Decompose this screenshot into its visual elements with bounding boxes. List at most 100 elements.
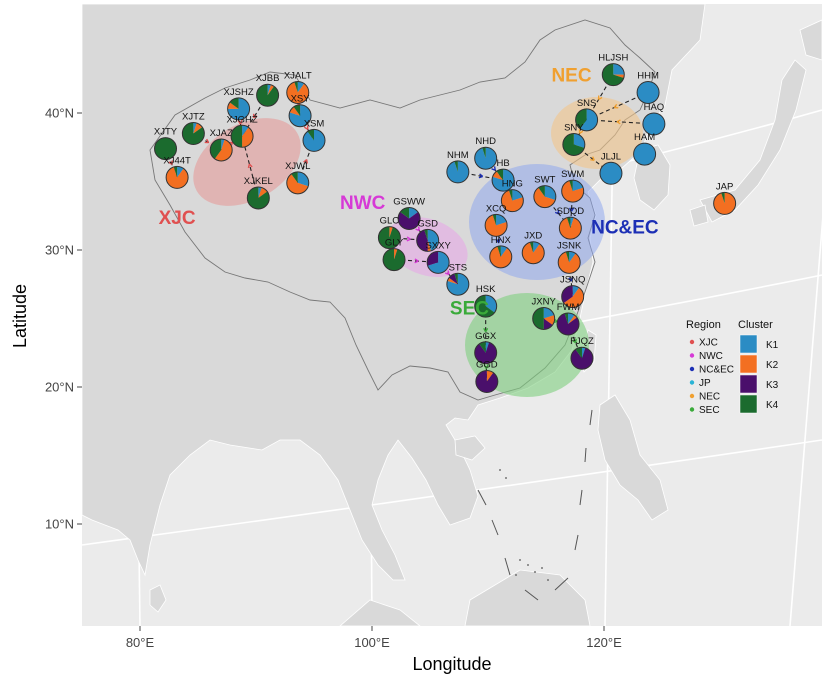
pie-slice-k3 bbox=[557, 313, 580, 335]
site-label: JSNK bbox=[557, 240, 582, 251]
legend-region-ncec: NC&EC bbox=[689, 365, 734, 376]
site-pie-jljl: JLJL bbox=[599, 151, 623, 185]
pie-slice-k4 bbox=[564, 312, 569, 324]
pie-slice-k4 bbox=[566, 217, 571, 229]
site-label: HB bbox=[496, 158, 509, 169]
pie-slice-k1 bbox=[289, 104, 312, 127]
pie-slice-k4 bbox=[424, 229, 428, 241]
pie-slice-k1 bbox=[446, 273, 469, 296]
pie-slice-k4 bbox=[721, 192, 725, 204]
japan bbox=[699, 59, 807, 223]
svg-text:NWC: NWC bbox=[699, 351, 723, 362]
region-labels: XJC NWC NC&EC NEC SEC bbox=[159, 65, 659, 319]
pie-slice-k1 bbox=[642, 112, 665, 135]
pie-slice-k4 bbox=[454, 160, 458, 172]
hainan bbox=[454, 435, 486, 461]
site-pie-hng: HNG bbox=[500, 179, 524, 213]
legend-cluster-k1: K1 bbox=[739, 334, 779, 354]
site-pie-xjghz: XJGHZ bbox=[227, 114, 258, 148]
pie-slice-k2 bbox=[486, 370, 494, 382]
site-pie-jap: JAP bbox=[713, 181, 737, 215]
migration-arrow-xjty-xj44t bbox=[165, 148, 178, 178]
legend-region-title: Region bbox=[686, 319, 721, 331]
site-label: SWT bbox=[534, 175, 555, 186]
site-label: SNY bbox=[564, 123, 584, 134]
pie-slice-k1 bbox=[543, 307, 555, 319]
site-pie-gsww: GSWW bbox=[393, 196, 425, 230]
pie-slice-k4 bbox=[575, 347, 582, 359]
site-pie-xjaz: XJAZ bbox=[210, 128, 233, 162]
x-tick-label: 80°E bbox=[126, 635, 155, 650]
pie-slice-k2 bbox=[258, 187, 268, 198]
pie-slice-k1 bbox=[572, 285, 580, 297]
pie-slice-k2 bbox=[492, 171, 504, 181]
legend: Region XJC NWC NC&EC JP NEC SEC Cluster K1 K2 K… bbox=[686, 319, 779, 416]
pie-slice-k4 bbox=[154, 137, 177, 160]
pie-slice-k2 bbox=[447, 277, 458, 285]
site-pie-jxny: JXNY bbox=[532, 297, 556, 330]
site-pie-hb: HB bbox=[491, 158, 515, 192]
legend-cluster-k3: K3 bbox=[739, 374, 779, 394]
pie-slice-k4 bbox=[378, 226, 401, 249]
pie-slice-k1 bbox=[512, 189, 523, 201]
legend-cluster-k4: K4 bbox=[739, 394, 779, 414]
pie-slice-k2 bbox=[559, 217, 582, 240]
pie-slice-k1 bbox=[297, 81, 305, 93]
legend-cluster-title: Cluster bbox=[738, 319, 773, 331]
pie-slice-k3 bbox=[416, 229, 428, 252]
pie-slice-k2 bbox=[489, 246, 512, 268]
pie-slice-k1 bbox=[544, 185, 556, 200]
pie-slice-k4 bbox=[256, 84, 279, 107]
pie-slice-k1 bbox=[177, 166, 184, 178]
region-label-ncec: NC&EC bbox=[591, 218, 659, 239]
legend-region-xjc: XJC bbox=[689, 338, 718, 349]
pie-slice-k1 bbox=[633, 143, 656, 166]
svg-text:JP: JP bbox=[699, 378, 711, 389]
site-label: GLC bbox=[380, 216, 400, 227]
pie-slice-k2 bbox=[533, 187, 556, 208]
pie-slice-k4 bbox=[482, 147, 486, 159]
pie-slice-k4 bbox=[496, 169, 504, 181]
y-tick-label: 40°N bbox=[45, 106, 74, 121]
site-pie-jsnq: JSNQ bbox=[560, 275, 585, 309]
site-label: HAM bbox=[634, 132, 655, 143]
pie-slice-k4 bbox=[565, 251, 570, 263]
site-label: JLJL bbox=[601, 151, 621, 162]
pie-slice-k1 bbox=[599, 162, 622, 185]
site-pie-hhm: HHM bbox=[636, 70, 660, 104]
legend-regions: XJC NWC NC&EC JP NEC SEC bbox=[689, 338, 734, 416]
pie-slice-k4 bbox=[497, 245, 501, 257]
pie-slice-k2 bbox=[242, 127, 254, 148]
site-pie-sdqd: SDQD bbox=[557, 206, 584, 240]
site-pie-nhm: NHM bbox=[446, 150, 470, 184]
svg-text:NEC: NEC bbox=[699, 392, 720, 403]
site-label: XJTZ bbox=[182, 112, 205, 123]
pie-slice-k4 bbox=[508, 189, 513, 201]
legend-cluster-k2: K2 bbox=[739, 354, 779, 374]
pie-slice-k4 bbox=[182, 122, 205, 145]
philippines bbox=[597, 394, 669, 521]
pie-slice-k3 bbox=[570, 347, 593, 370]
site-label: XJTY bbox=[154, 127, 178, 138]
site-label: NHD bbox=[475, 136, 496, 147]
site-pie-sts: STS bbox=[446, 262, 470, 296]
site-label: HHM bbox=[637, 70, 659, 81]
pie-slice-k2 bbox=[286, 173, 309, 194]
pie-slice-k3 bbox=[427, 251, 439, 266]
pie-slice-k4 bbox=[231, 125, 243, 148]
site-label: FJQZ bbox=[570, 336, 594, 347]
site-pie-xjalt: XJALT bbox=[284, 70, 312, 104]
svg-text:K2: K2 bbox=[766, 360, 779, 371]
site-pie-swt: SWT bbox=[533, 175, 557, 209]
site-pie-ham: HAM bbox=[633, 132, 657, 166]
site-label: STS bbox=[449, 262, 467, 273]
legend-region-sec: SEC bbox=[689, 405, 720, 416]
site-label: GSWW bbox=[393, 196, 425, 207]
y-axis-title: Latitude bbox=[10, 284, 30, 348]
site-label: HLJSH bbox=[598, 53, 628, 64]
pie-slice-k2 bbox=[427, 240, 432, 252]
site-label: SXXY bbox=[425, 240, 451, 251]
site-label: XJWL bbox=[285, 161, 310, 172]
site-label: XJBB bbox=[256, 73, 280, 84]
